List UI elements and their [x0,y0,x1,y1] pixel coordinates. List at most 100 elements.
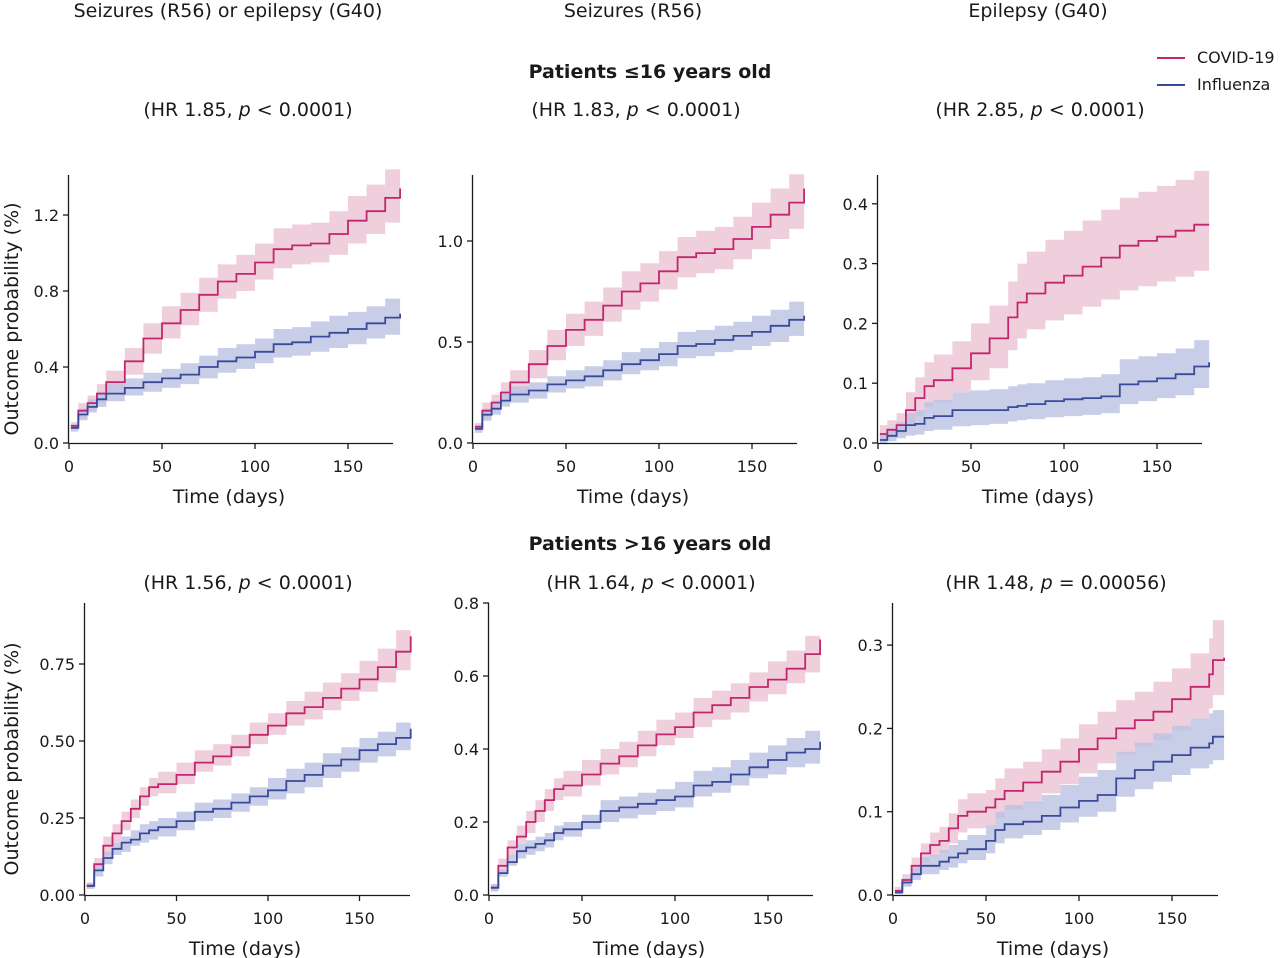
x-axis-label: Time (days) [188,938,301,958]
hr-label-1: (HR 1.85, p < 0.0001) [143,99,353,121]
ci-band-covid [70,158,401,430]
hr-label-2: (HR 1.83, p < 0.0001) [531,99,741,121]
ci-band-covid [86,614,411,889]
km-line-influenza [474,315,805,430]
x-tick-label: 100 [1049,457,1080,476]
y-tick-label: 0.50 [39,732,75,751]
y-tick-label: 0.0 [438,434,463,453]
y-axis-label: Outcome probability (%) [1,202,23,435]
km-panel-4: 0 50 100 150 0.00 0.25 0.50 0.75 Time (days) Outc… [1,603,412,958]
x-tick-label: 100 [253,909,284,928]
legend-item-covid: COVID-19 [1157,44,1275,71]
ci-band-covid [894,618,1225,894]
y-tick-label: 0.3 [843,255,868,274]
km-panel-5: 0 50 100 150 0.0 0.2 0.4 0.6 0.8 Time (days) [454,594,821,958]
x-tick-label: 150 [753,909,784,928]
km-panel-3: 0 50 100 150 0.0 0.1 0.2 0.3 0.4 Time (days) [843,164,1210,508]
x-tick-label: 100 [240,457,271,476]
km-panel-6: 0 50 100 150 0.0 0.1 0.2 0.3 Time (days) [858,603,1225,958]
y-tick-label: 0.00 [39,886,75,905]
y-tick-label: 1.2 [34,206,59,225]
x-tick-label: 0 [64,457,74,476]
x-tick-label: 50 [976,909,996,928]
hr-label-3: (HR 2.85, p < 0.0001) [935,99,1145,121]
km-line-influenza [86,728,412,887]
y-tick-label: 0.1 [843,374,868,393]
x-axis-label: Time (days) [592,938,705,958]
ci-band-influenza [70,294,401,432]
column-title-1: Seizures (R56) or epilepsy (G40) [73,0,383,22]
y-tick-label: 0.2 [454,813,479,832]
ci-band-covid [490,617,821,892]
y-tick-label: 0.0 [34,434,59,453]
km-line-covid [894,657,1225,892]
ci-band-influenza [86,713,411,889]
km-line-influenza [490,741,821,889]
x-axis-label: Time (days) [172,486,285,508]
y-tick-label: 0.4 [843,195,868,214]
row-title-young: Patients ≤16 years old [528,61,772,83]
km-line-covid [490,639,821,889]
legend-item-influenza: Influenza [1157,71,1275,98]
column-title-2: Seizures (R56) [563,0,703,22]
km-line-influenza [879,362,1210,441]
y-tick-label: 0.4 [454,740,479,759]
x-tick-label: 0 [873,457,883,476]
y-tick-label: 0.1 [858,803,883,822]
x-tick-label: 150 [737,457,768,476]
y-tick-label: 0.0 [858,886,883,905]
legend-swatch-covid [1157,56,1185,59]
x-tick-label: 50 [961,457,981,476]
y-tick-label: 0.4 [34,358,59,377]
y-tick-label: 0.3 [858,636,883,655]
x-axis-label: Time (days) [996,938,1109,958]
y-tick-label: 0.0 [843,434,868,453]
ci-band-influenza [490,723,821,892]
y-tick-label: 0.5 [438,333,463,352]
legend-label-influenza: Influenza [1197,75,1271,94]
x-tick-label: 50 [556,457,576,476]
km-line-influenza [894,735,1225,894]
x-tick-label: 50 [166,909,186,928]
x-tick-label: 50 [572,909,592,928]
x-tick-label: 0 [484,909,494,928]
y-tick-label: 1.0 [438,232,463,251]
y-tick-label: 0.25 [39,809,75,828]
x-tick-label: 0 [468,457,478,476]
ci-band-influenza [879,332,1210,443]
legend-label-covid: COVID-19 [1197,48,1275,67]
km-line-covid [879,223,1210,435]
ci-band-influenza [894,710,1225,895]
km-line-covid [86,636,412,887]
x-tick-label: 0 [888,909,898,928]
hr-label-4: (HR 1.56, p < 0.0001) [143,572,353,594]
legend: COVID-19 Influenza [1157,44,1275,98]
km-line-influenza [70,313,401,429]
hr-label-5: (HR 1.64, p < 0.0001) [546,572,756,594]
y-tick-label: 0.8 [34,282,59,301]
ci-band-covid [879,164,1210,440]
x-tick-label: 150 [1142,457,1173,476]
x-tick-label: 150 [344,909,375,928]
x-axis-label: Time (days) [576,486,689,508]
x-tick-label: 50 [152,457,172,476]
x-axis-label: Time (days) [981,486,1094,508]
row-title-adult: Patients >16 years old [528,533,772,555]
hr-label-6: (HR 1.48, p = 0.00056) [945,572,1167,594]
x-tick-label: 100 [660,909,691,928]
x-tick-label: 150 [1157,909,1188,928]
y-tick-label: 0.6 [454,667,479,686]
x-tick-label: 100 [644,457,675,476]
y-tick-label: 0.0 [454,886,479,905]
column-title-3: Epilepsy (G40) [968,0,1108,22]
legend-swatch-influenza [1157,83,1185,86]
y-tick-label: 0.8 [454,594,479,613]
km-line-covid [474,188,805,428]
km-panel-2: 0 50 100 150 0.0 0.5 1.0 Time (days) [438,160,805,508]
y-axis-label: Outcome probability (%) [1,642,23,875]
x-tick-label: 150 [333,457,364,476]
y-tick-label: 0.2 [858,719,883,738]
ci-band-covid [474,160,805,431]
x-tick-label: 0 [80,909,90,928]
